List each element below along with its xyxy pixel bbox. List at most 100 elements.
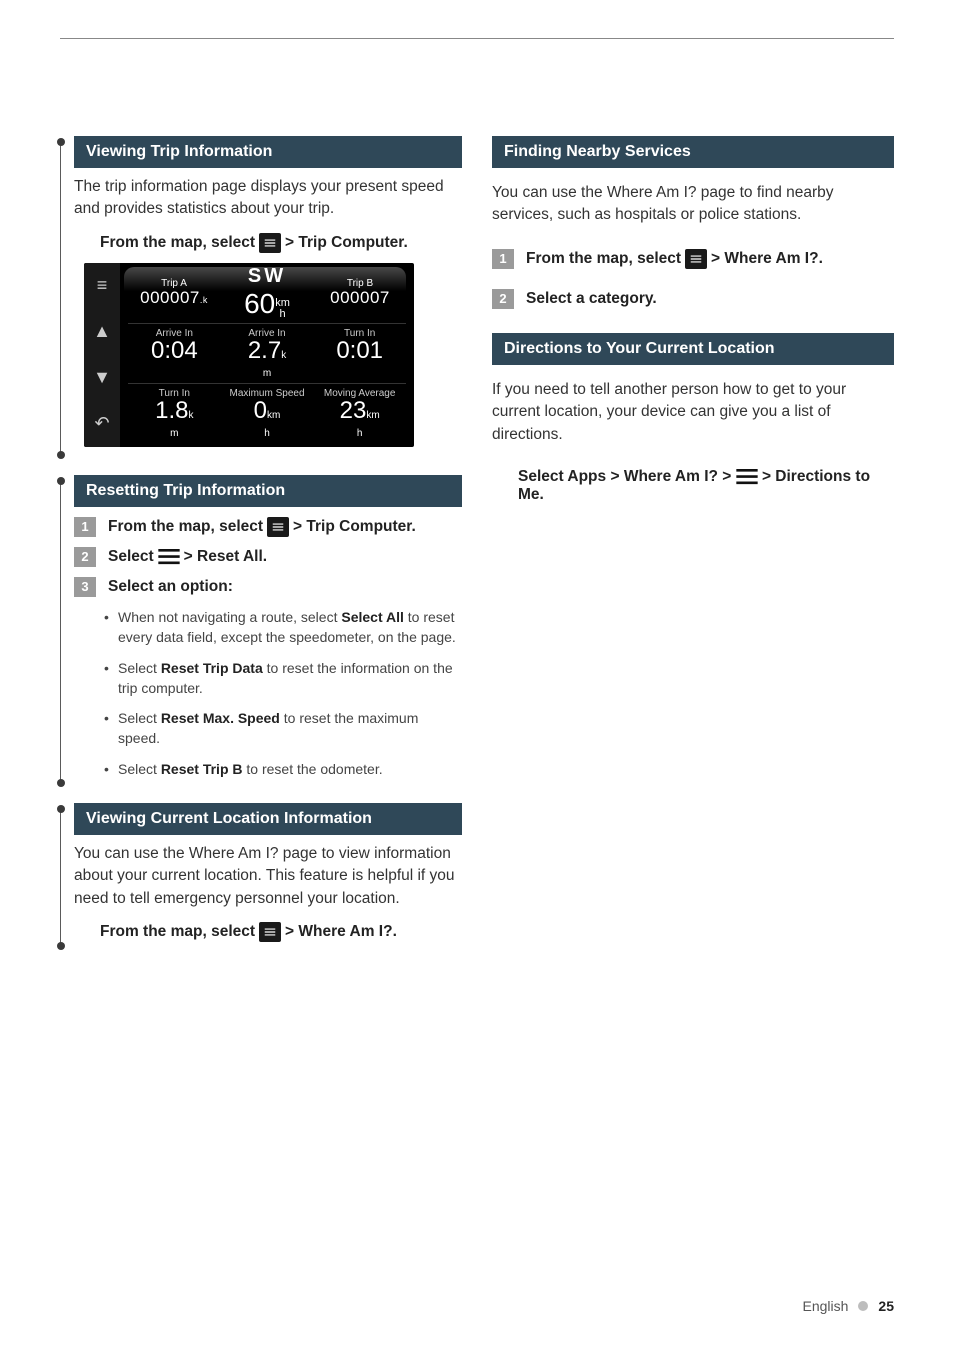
u: h [357,428,363,439]
body-text: You can use the Where Am I? page to view… [74,843,462,910]
timeline-line [60,809,61,946]
t: Select [118,660,161,676]
body-text: The trip information page displays your … [74,176,462,221]
footer-dot-icon [858,1301,868,1311]
text: > Reset All. [184,548,267,566]
u: h [264,428,270,439]
list-item: Select Reset Max. Speed to reset the max… [104,708,462,749]
left-column: Viewing Trip Information The trip inform… [60,136,462,952]
t: to reset the odometer. [243,761,383,777]
text: > Where Am I?. [711,250,823,268]
timeline-dot [57,942,65,950]
body-text: You can use the Where Am I? page to find… [492,182,894,227]
shot-sidebar: ≡ ▲ ▼ ↶ [84,263,120,447]
menu-icon [259,922,281,942]
timeline-dot [57,477,65,485]
v: 23 [340,397,367,424]
u: k [189,410,194,421]
timeline-1: Viewing Trip Information The trip inform… [60,136,462,461]
right-column: Finding Nearby Services You can use the … [492,136,894,952]
section-viewing-current-location: Viewing Current Location Information [74,803,462,835]
u: m [263,368,271,379]
v: 0:04 [128,339,221,363]
step-number: 2 [74,547,96,567]
step-2: 2 Select a category. [492,289,894,309]
u: h [280,308,286,320]
s: Reset Trip B [161,761,243,777]
v: 1.8 [155,397,188,424]
s: Reset Trip Data [161,660,263,676]
t: When not navigating a route, select [118,609,341,625]
text: Select [108,548,154,566]
section-viewing-trip-info: Viewing Trip Information [74,136,462,168]
text: > Where Am I?. [285,923,397,941]
instruction: From the map, select > Where Am I?. [74,922,462,942]
menu-icon [267,517,289,537]
t: Select [118,710,161,726]
u: k [281,350,286,361]
value: 000007 [330,288,390,307]
text: > Trip Computer. [285,234,408,252]
trip-computer-screenshot: ≡ ▲ ▼ ↶ Trip A 000007⁠.k SW 60kmh [84,263,414,447]
step-number: 2 [492,289,514,309]
instruction: Select Apps > Where Am I? > > Directions… [492,468,894,504]
menu-icon [158,549,180,565]
u: m [170,428,178,439]
menu-icon [736,469,758,485]
step-2: 2 Select > Reset All. [74,547,462,567]
text: From the map, select [100,923,255,941]
timeline-line [60,142,61,455]
timeline-dot [57,805,65,813]
up-icon: ▲ [84,309,120,355]
s: Select All [341,609,404,625]
shot-header: Trip A 000007⁠.k SW 60kmh Trip B 000007 [128,269,406,317]
row2: Arrive In0:04 Arrive In2.7km Turn In0:01 [128,323,406,381]
page-footer: English 25 [803,1298,895,1314]
back-icon: ↶ [84,401,120,447]
text: > Trip Computer. [293,518,416,536]
timeline-line [60,481,61,783]
step-number: 1 [492,249,514,269]
step-number: 1 [74,517,96,537]
text: Select a category. [526,290,657,308]
text: Select Apps > Where Am I? > [518,468,736,485]
menu-icon [259,233,281,253]
instruction: From the map, select > Trip Computer. [74,233,462,253]
timeline-dot [57,779,65,787]
compass-speed: SW 60kmh [220,265,314,320]
top-rule [60,38,894,39]
trip-b: Trip B 000007 [314,278,406,308]
s: Reset Max. Speed [161,710,280,726]
list-item: Select Reset Trip Data to reset the info… [104,658,462,699]
language-label: English [803,1298,849,1314]
body-text: If you need to tell another person how t… [492,379,894,446]
menu-icon: ≡ [84,263,120,309]
step-1: 1 From the map, select > Where Am I?. [492,249,894,269]
section-resetting-trip-info: Resetting Trip Information [74,475,462,507]
timeline-2: Resetting Trip Information 1 From the ma… [60,475,462,789]
u: km [366,410,379,421]
page-content: Viewing Trip Information The trip inform… [60,136,894,952]
page-number: 25 [878,1298,894,1314]
v: 2.7 [248,337,281,364]
text: From the map, select [100,234,255,252]
timeline-3: Viewing Current Location Information You… [60,803,462,952]
text: From the map, select [108,518,263,536]
step-1: 1 From the map, select > Trip Computer. [74,517,462,537]
step-3: 3 Select an option: [74,577,462,597]
section-directions-current: Directions to Your Current Location [492,333,894,365]
list-item: Select Reset Trip B to reset the odomete… [104,759,462,779]
step-number: 3 [74,577,96,597]
down-icon: ▼ [84,355,120,401]
v: 0 [254,397,267,424]
text: From the map, select [526,250,681,268]
list-item: When not navigating a route, select Sele… [104,607,462,648]
speed: 60 [244,288,275,319]
timeline-dot [57,138,65,146]
u: km [267,410,280,421]
text: Select an option: [108,578,233,596]
compass: SW [220,265,314,288]
menu-icon [685,249,707,269]
value: 000007 [140,288,200,307]
trip-a: Trip A 000007⁠.k [128,278,220,308]
